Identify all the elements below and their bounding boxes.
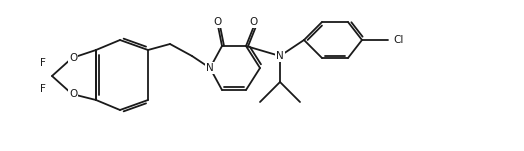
Text: F: F — [40, 84, 46, 94]
Text: O: O — [69, 89, 77, 99]
Text: Cl: Cl — [393, 35, 403, 45]
Text: N: N — [276, 51, 284, 61]
Text: O: O — [214, 17, 222, 27]
Text: N: N — [206, 63, 214, 73]
Text: O: O — [250, 17, 258, 27]
Text: O: O — [69, 53, 77, 63]
Text: F: F — [40, 58, 46, 68]
